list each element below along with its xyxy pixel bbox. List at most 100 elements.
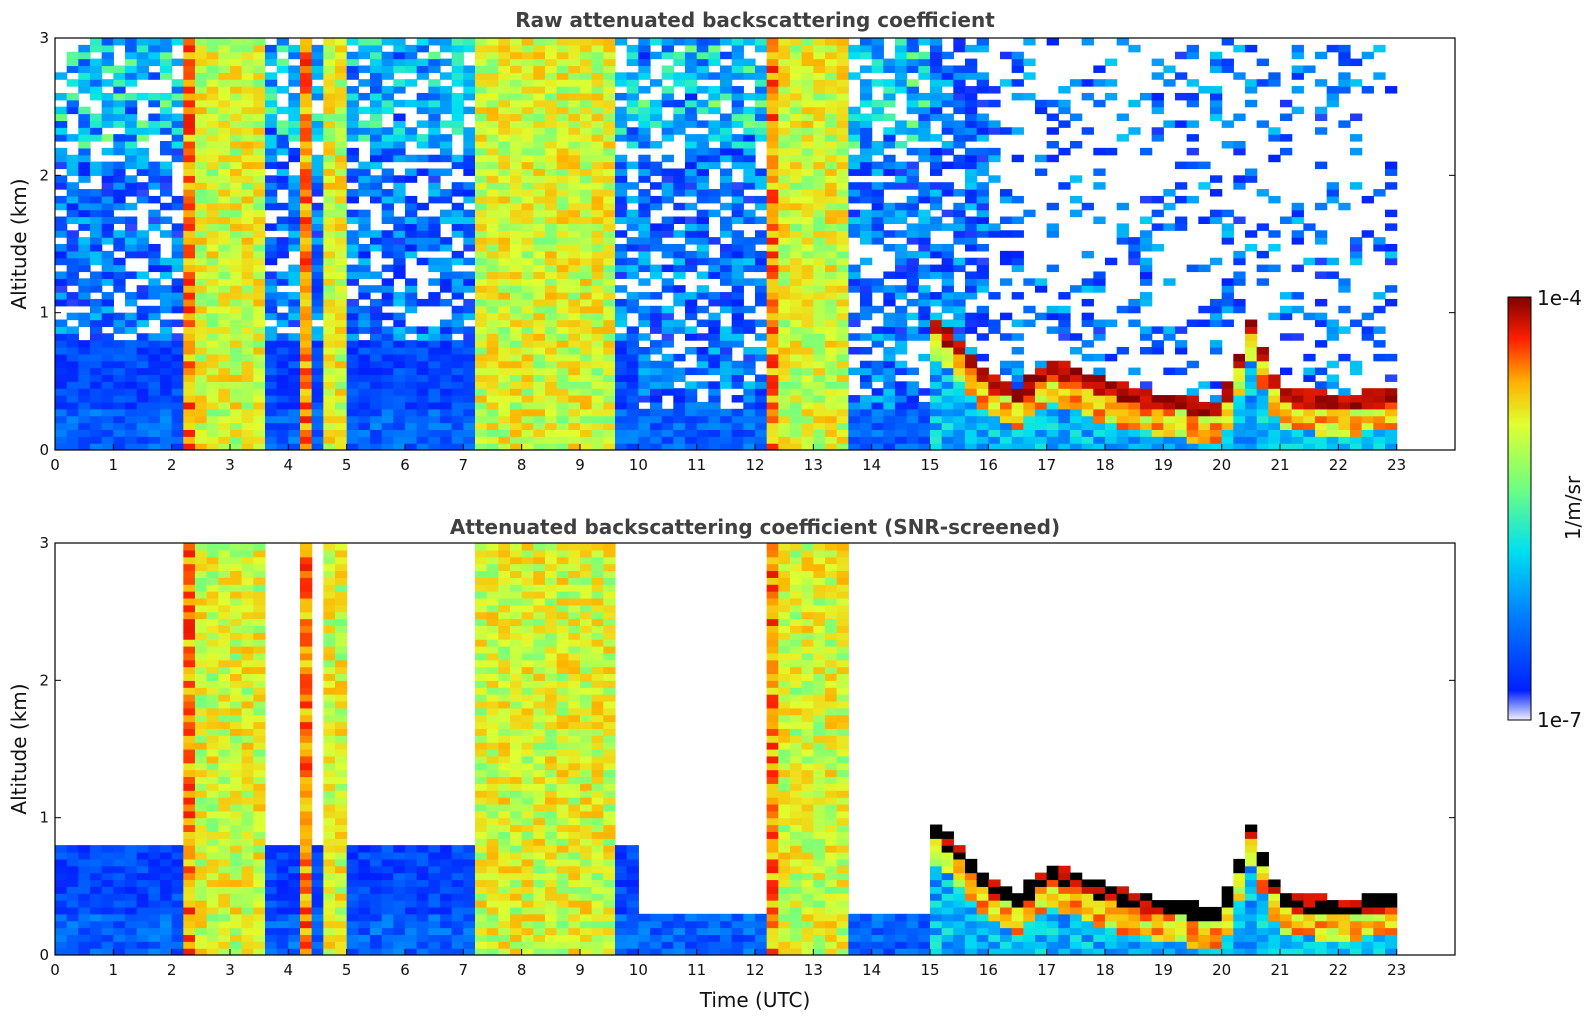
heatmap-cell [755,443,768,450]
heatmap-cell [113,264,126,273]
heatmap-cell [568,264,581,273]
heatmap-cell [66,182,79,190]
heatmap-cell [661,381,674,389]
heatmap-cell [78,347,91,355]
heatmap-cell [405,223,418,231]
heatmap-cell [533,340,546,348]
heatmap-cell [755,99,768,108]
heatmap-cell [661,388,674,396]
heatmap-cell [521,360,534,369]
heatmap-cell [1198,401,1211,410]
heatmap-cell [918,223,931,231]
heatmap-cell [965,189,978,197]
heatmap-cell [171,374,184,382]
heatmap-cell [463,168,476,176]
heatmap-cell [1058,408,1071,417]
heatmap-cell [1198,182,1211,190]
heatmap-cell [1011,92,1024,101]
heatmap-cell [55,415,68,424]
heatmap-cell [580,271,593,279]
heatmap-cell [358,285,371,293]
heatmap-cell [148,401,161,410]
heatmap-cell [1326,422,1339,430]
heatmap-cell [836,58,849,67]
heatmap-cell [661,415,674,424]
heatmap-cell [405,65,418,73]
heatmap-cell [953,134,966,142]
heatmap-cell [766,292,779,300]
heatmap-cell [1361,326,1374,334]
heatmap-cell [440,72,453,80]
heatmap-cell [1256,401,1269,410]
heatmap-cell [160,271,173,279]
heatmap-cell [160,401,173,410]
heatmap-cell [288,99,301,108]
heatmap-cell [1385,244,1398,252]
heatmap-cell [545,353,558,362]
heatmap-cell [288,223,301,231]
heatmap-cell [288,347,301,355]
heatmap-cell [1175,216,1188,224]
heatmap-cell [988,99,1001,108]
heatmap-cell [568,388,581,396]
heatmap-cell [510,312,523,321]
heatmap-cell [335,120,348,128]
heatmap-cell [393,292,406,300]
heatmap-cell [1315,340,1328,348]
heatmap-cell [486,360,499,369]
heatmap-cell [603,127,616,135]
heatmap-cell [78,429,91,437]
heatmap-cell [101,422,114,430]
heatmap-cell [288,147,301,156]
heatmap-cell [101,340,114,348]
heatmap-cell [836,298,849,307]
heatmap-cell [976,127,989,135]
heatmap-cell [615,202,628,211]
heatmap-cell [136,120,149,128]
heatmap-cell [300,298,313,307]
heatmap-cell [358,120,371,128]
heatmap-cell [288,422,301,430]
heatmap-cell [650,367,663,376]
heatmap-cell [498,168,511,176]
heatmap-cell [136,422,149,430]
heatmap-cell [241,99,254,108]
heatmap-cell [755,72,768,80]
heatmap-cell [883,141,896,149]
heatmap-cell [136,285,149,293]
heatmap-cell [1373,408,1386,417]
heatmap-cell [568,230,581,238]
heatmap-cell [101,202,114,211]
heatmap-cell [626,395,639,403]
heatmap-cell [860,86,873,94]
heatmap-cell [381,230,394,238]
heatmap-cell [883,353,896,362]
heatmap-cell [1291,292,1304,300]
heatmap-cell [440,285,453,293]
heatmap-cell [965,182,978,190]
heatmap-cell [801,271,814,279]
heatmap-cell [358,319,371,327]
heatmap-cell [358,182,371,190]
heatmap-cell [1268,134,1281,142]
heatmap-cell [848,429,861,437]
heatmap-cell [323,99,336,108]
heatmap-cell [976,415,989,424]
heatmap-cell [300,257,313,266]
heatmap-cell [101,79,114,87]
heatmap-cell [533,230,546,238]
heatmap-cell [66,920,79,929]
heatmap-cell [510,127,523,135]
heatmap-cell [451,120,464,128]
heatmap-cell [463,72,476,80]
heatmap-cell [591,127,604,135]
heatmap-cell [556,285,569,293]
heatmap-cell [1023,58,1036,67]
heatmap-cell [825,360,838,369]
heatmap-cell [463,189,476,197]
heatmap-cell [568,347,581,355]
heatmap-cell [883,244,896,252]
heatmap-cell [1303,388,1316,396]
heatmap-cell [440,319,453,327]
heatmap-cell [416,257,429,266]
